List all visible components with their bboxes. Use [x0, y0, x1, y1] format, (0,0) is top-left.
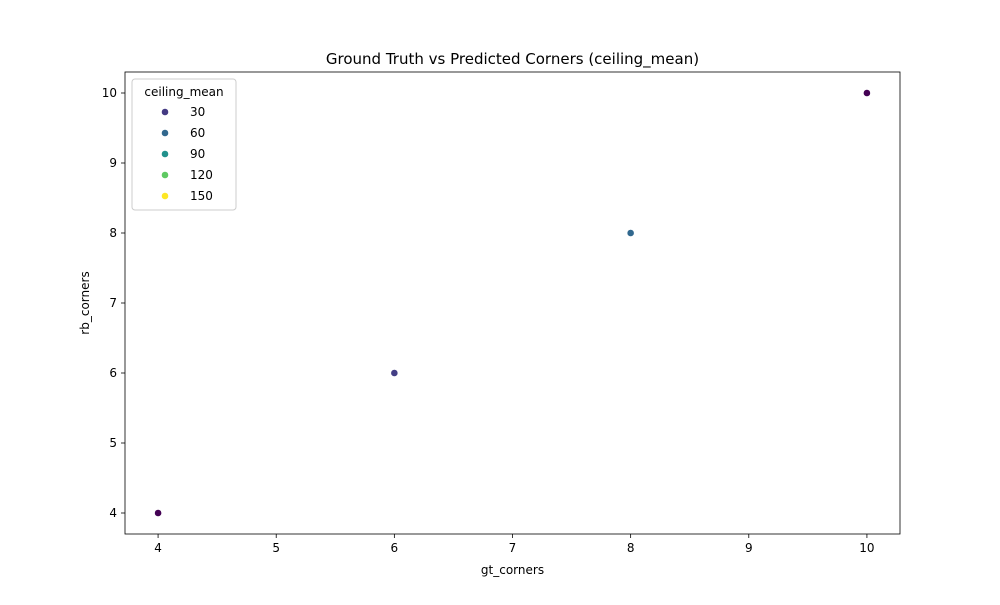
x-tick-label: 5 [272, 541, 280, 555]
x-tick-label: 8 [627, 541, 635, 555]
x-tick-label: 6 [391, 541, 399, 555]
scatter-points [154, 89, 871, 517]
y-tick-label: 10 [102, 86, 117, 100]
x-axis-ticks: 4 5 6 7 8 9 10 [154, 534, 875, 555]
y-axis-label: rb_corners [78, 271, 92, 334]
legend: ceiling_mean 30 60 90 120 150 [131, 78, 237, 211]
data-point [863, 89, 871, 97]
legend-label: 60 [190, 126, 205, 140]
legend-marker [161, 171, 169, 179]
x-tick-label: 4 [154, 541, 162, 555]
x-axis-label: gt_corners [481, 563, 544, 577]
y-tick-label: 4 [109, 506, 117, 520]
legend-marker [161, 192, 169, 200]
legend-title: ceiling_mean [144, 85, 223, 99]
legend-entries: 30 60 90 120 150 [161, 105, 213, 203]
legend-label: 90 [190, 147, 205, 161]
y-tick-label: 7 [109, 296, 117, 310]
legend-marker [161, 150, 169, 158]
legend-label: 120 [190, 168, 213, 182]
legend-box [131, 78, 237, 211]
y-axis-ticks: 4 5 6 7 8 9 10 [102, 86, 125, 520]
legend-label: 30 [190, 105, 205, 119]
y-tick-label: 6 [109, 366, 117, 380]
y-tick-label: 5 [109, 436, 117, 450]
x-tick-label: 10 [859, 541, 874, 555]
legend-marker [161, 129, 169, 137]
legend-label: 150 [190, 189, 213, 203]
x-tick-label: 9 [745, 541, 753, 555]
data-point [154, 509, 162, 517]
plot-area-frame [124, 71, 901, 535]
x-tick-label: 7 [509, 541, 517, 555]
data-point [626, 229, 635, 237]
chart-title: Ground Truth vs Predicted Corners (ceili… [326, 50, 699, 69]
y-tick-label: 8 [109, 226, 117, 240]
data-point [390, 369, 399, 377]
legend-marker [161, 108, 169, 116]
y-tick-label: 9 [109, 156, 117, 170]
